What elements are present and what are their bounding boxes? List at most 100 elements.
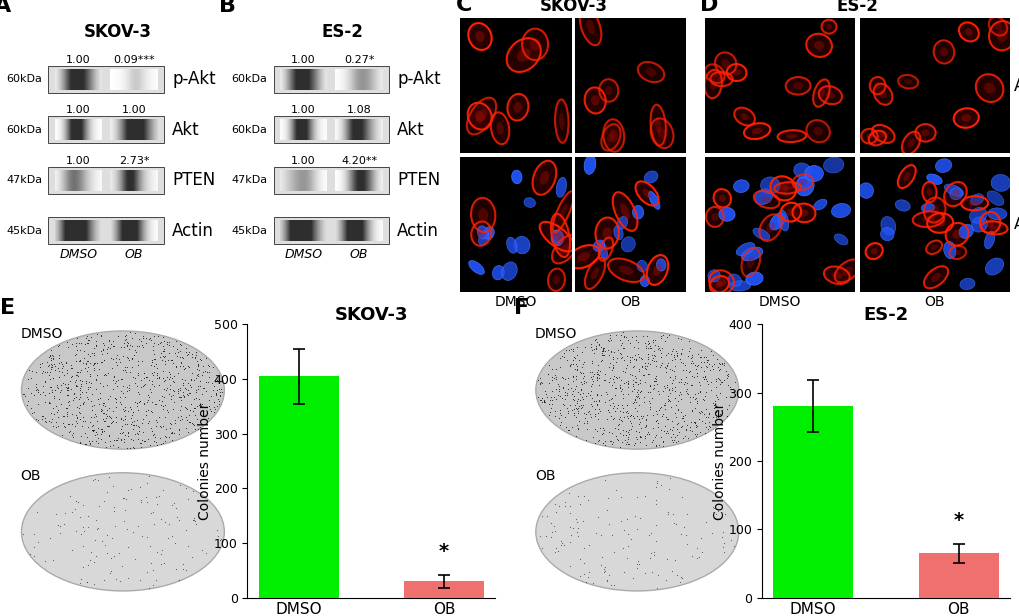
Text: DMSO: DMSO (284, 248, 322, 261)
Ellipse shape (637, 62, 663, 82)
Ellipse shape (637, 261, 647, 272)
Ellipse shape (869, 77, 884, 94)
Ellipse shape (727, 64, 746, 81)
Ellipse shape (818, 86, 842, 104)
Text: OB: OB (620, 294, 640, 309)
Ellipse shape (602, 120, 624, 152)
Ellipse shape (716, 277, 726, 286)
Ellipse shape (496, 122, 503, 135)
Ellipse shape (579, 9, 601, 46)
Ellipse shape (945, 223, 967, 246)
Ellipse shape (21, 331, 224, 449)
Text: PTEN: PTEN (172, 171, 215, 189)
Ellipse shape (517, 48, 530, 62)
Ellipse shape (705, 207, 723, 227)
Ellipse shape (990, 174, 1010, 192)
Ellipse shape (584, 155, 595, 174)
Title: SKOV-3: SKOV-3 (334, 306, 408, 324)
Ellipse shape (930, 245, 936, 250)
Ellipse shape (602, 227, 611, 240)
Ellipse shape (987, 17, 1006, 36)
Ellipse shape (960, 196, 987, 211)
Ellipse shape (780, 203, 801, 222)
Ellipse shape (983, 83, 995, 94)
Ellipse shape (825, 24, 832, 30)
Ellipse shape (765, 222, 774, 233)
Ellipse shape (640, 275, 649, 286)
Ellipse shape (920, 203, 933, 212)
Ellipse shape (736, 243, 754, 256)
Ellipse shape (720, 59, 730, 68)
Ellipse shape (549, 231, 564, 243)
Ellipse shape (994, 23, 1001, 30)
Ellipse shape (813, 41, 823, 50)
Ellipse shape (590, 267, 598, 280)
Ellipse shape (632, 206, 643, 219)
Ellipse shape (943, 241, 955, 259)
Ellipse shape (609, 129, 618, 142)
Ellipse shape (598, 241, 607, 259)
Ellipse shape (556, 227, 564, 244)
Text: 1.08: 1.08 (346, 105, 371, 115)
Ellipse shape (805, 34, 832, 57)
Text: 2.73*: 2.73* (118, 156, 149, 166)
Ellipse shape (776, 130, 805, 142)
Ellipse shape (746, 256, 754, 268)
Ellipse shape (934, 159, 951, 172)
Ellipse shape (985, 219, 994, 227)
Ellipse shape (595, 217, 619, 249)
Ellipse shape (959, 278, 974, 290)
Ellipse shape (912, 211, 944, 227)
Ellipse shape (656, 259, 665, 271)
Ellipse shape (471, 222, 491, 246)
Text: p-Akt: p-Akt (396, 70, 440, 88)
Ellipse shape (490, 112, 508, 144)
Ellipse shape (921, 216, 933, 222)
Ellipse shape (652, 264, 661, 276)
Bar (48, 167, 164, 193)
Text: OB: OB (350, 248, 368, 261)
Ellipse shape (996, 30, 1007, 42)
Ellipse shape (745, 272, 762, 285)
Ellipse shape (598, 79, 618, 102)
Ellipse shape (812, 79, 828, 107)
Ellipse shape (870, 248, 876, 254)
Ellipse shape (822, 157, 843, 173)
Ellipse shape (741, 247, 762, 261)
Ellipse shape (606, 132, 614, 143)
Ellipse shape (980, 221, 1007, 234)
Ellipse shape (979, 212, 1000, 233)
Ellipse shape (752, 228, 769, 240)
Ellipse shape (547, 269, 565, 291)
Ellipse shape (830, 272, 841, 279)
Ellipse shape (958, 224, 972, 238)
Ellipse shape (506, 237, 517, 253)
Text: Actin: Actin (172, 222, 214, 240)
Bar (404, 581, 484, 598)
Ellipse shape (616, 216, 627, 229)
Ellipse shape (650, 105, 665, 145)
Ellipse shape (635, 181, 658, 206)
Ellipse shape (522, 28, 547, 60)
Ellipse shape (880, 216, 895, 235)
Ellipse shape (477, 226, 488, 239)
Ellipse shape (483, 227, 494, 240)
Ellipse shape (773, 182, 801, 193)
Ellipse shape (718, 195, 726, 202)
Ellipse shape (539, 171, 548, 185)
Ellipse shape (782, 185, 793, 190)
Text: 1.00: 1.00 (66, 156, 91, 166)
Ellipse shape (865, 133, 872, 139)
Ellipse shape (954, 249, 960, 255)
Ellipse shape (704, 70, 721, 98)
Ellipse shape (704, 64, 723, 83)
Ellipse shape (834, 234, 847, 245)
Text: A: A (0, 0, 11, 16)
Text: 0.09***: 0.09*** (113, 55, 155, 65)
Text: 1.00: 1.00 (66, 105, 91, 115)
Bar (259, 376, 338, 598)
Ellipse shape (716, 76, 726, 82)
Ellipse shape (761, 196, 771, 203)
Ellipse shape (988, 21, 1015, 51)
Ellipse shape (926, 213, 953, 233)
